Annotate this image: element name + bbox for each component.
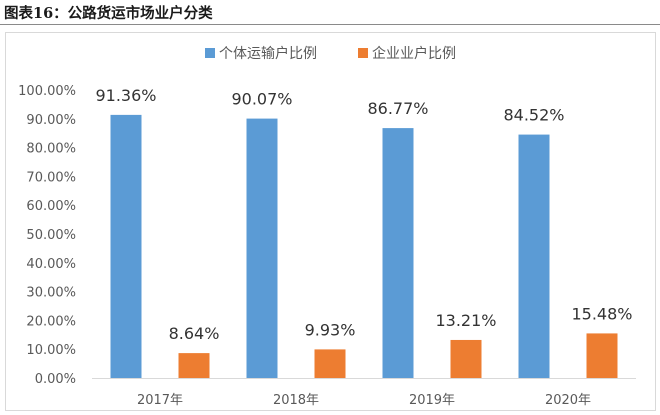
bar-enterprise xyxy=(450,339,482,378)
data-label: 91.36% xyxy=(95,86,156,105)
data-label: 86.77% xyxy=(367,99,428,118)
x-tick-label: 2019年 xyxy=(409,393,455,408)
legend-swatch xyxy=(205,48,215,58)
bar-enterprise xyxy=(586,333,618,378)
bar-individual xyxy=(382,128,414,378)
y-tick-label: 80.00% xyxy=(26,142,76,157)
y-tick-label: 70.00% xyxy=(26,170,76,185)
bar-enterprise xyxy=(178,353,210,378)
data-label: 9.93% xyxy=(305,320,356,339)
data-label: 15.48% xyxy=(571,304,632,323)
y-tick-label: 60.00% xyxy=(26,199,76,214)
data-label: 8.64% xyxy=(169,324,220,343)
data-label: 84.52% xyxy=(503,106,564,125)
y-axis: 0.00% 10.00% 20.00% 30.00% 40.00% 50.00% 60.00… xyxy=(18,84,76,387)
y-tick-label: 40.00% xyxy=(26,257,76,272)
y-tick-label: 100.00% xyxy=(18,84,76,99)
data-label: 13.21% xyxy=(435,311,496,330)
y-tick-label: 20.00% xyxy=(26,314,76,329)
bar-individual xyxy=(518,134,550,378)
title-divider xyxy=(0,24,660,25)
bar-individual xyxy=(246,118,278,379)
y-tick-label: 50.00% xyxy=(26,228,76,243)
y-tick-label: 90.00% xyxy=(26,113,76,128)
x-tick-label: 2020年 xyxy=(545,393,591,408)
y-tick-label: 0.00% xyxy=(35,372,76,387)
data-label: 90.07% xyxy=(231,90,292,109)
x-tick-label: 2017年 xyxy=(137,393,183,408)
x-tick-label: 2018年 xyxy=(273,393,319,408)
chart-frame xyxy=(5,32,656,411)
bars: 91.36% 8.64% 90.07% 9.93% 86.77% 13.21% 84.52%… xyxy=(95,86,633,379)
x-axis: 2017年 2018年 2019年 2020年 xyxy=(92,378,636,408)
legend-label: 个体运输户比例 xyxy=(219,45,317,62)
y-tick-label: 10.00% xyxy=(26,343,76,358)
y-tick-label: 30.00% xyxy=(26,286,76,301)
figure-title: 图表16：公路货运市场业户分类 xyxy=(4,5,213,22)
bar-individual xyxy=(110,114,142,378)
legend-label: 企业业户比例 xyxy=(372,45,456,62)
legend-swatch xyxy=(358,48,368,58)
legend: 个体运输户比例 企业业户比例 xyxy=(205,45,456,62)
bar-enterprise xyxy=(314,349,346,378)
